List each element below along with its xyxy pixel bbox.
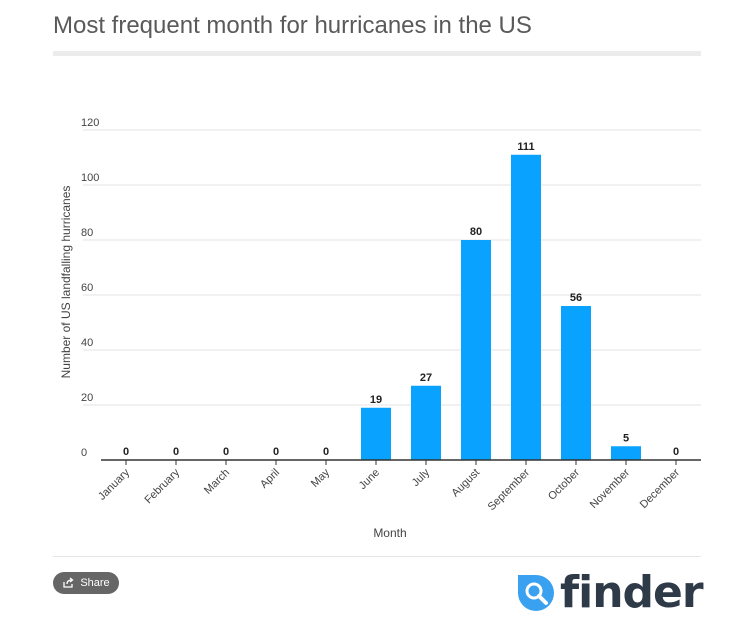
- x-tick-label: July: [410, 466, 433, 489]
- x-tick-label: March: [202, 467, 232, 497]
- share-icon: [63, 577, 74, 588]
- data-label: 5: [623, 432, 629, 444]
- chart-title: Most frequent month for hurricanes in th…: [53, 12, 532, 39]
- x-tick-label: August: [449, 467, 482, 500]
- y-tick-label: 60: [81, 282, 93, 294]
- x-tick-label: April: [258, 467, 282, 491]
- bar-october: [561, 306, 591, 460]
- x-tick-label: December: [638, 466, 683, 511]
- y-tick-label: 0: [81, 447, 87, 459]
- data-labels: 0 0 0 0 0 19 27 80 111 56 5 0: [123, 141, 679, 458]
- y-tick-label: 100: [81, 172, 99, 184]
- search-icon: [518, 575, 554, 611]
- y-axis-label: Number of US landfalling hurricanes: [59, 186, 73, 379]
- x-tick-label: October: [546, 466, 582, 502]
- x-tick-label: November: [588, 466, 633, 511]
- data-label: 0: [223, 446, 229, 458]
- logo-text: finder: [560, 567, 704, 618]
- data-label: 56: [570, 292, 582, 304]
- bar-july: [411, 385, 441, 460]
- y-tick-label: 20: [81, 392, 93, 404]
- share-button[interactable]: Share: [53, 572, 119, 594]
- y-tick-label: 40: [81, 337, 93, 349]
- y-axis-ticks: 0 20 40 60 80 100 120: [81, 117, 99, 459]
- x-tick-label: February: [143, 466, 183, 506]
- x-tick-label: May: [309, 466, 333, 490]
- x-tick-label: January: [96, 466, 133, 503]
- finder-logo[interactable]: finder: [516, 566, 704, 620]
- bar-june: [361, 407, 391, 460]
- footer-divider: [53, 556, 701, 557]
- x-tick-label: September: [486, 466, 533, 513]
- y-tick-label: 120: [81, 117, 99, 129]
- y-tick-label: 80: [81, 227, 93, 239]
- data-label: 0: [273, 446, 279, 458]
- bar-chart: 0 20 40 60 80 100 120 0 0 0 0 0 19 27 80 111 56 5 0 Janua…: [59, 117, 701, 540]
- x-axis-label: Month: [373, 526, 406, 540]
- bar-november: [611, 446, 641, 460]
- data-label: 0: [173, 446, 179, 458]
- gridlines: [83, 129, 701, 406]
- data-label: 111: [517, 141, 534, 153]
- bar-august: [461, 240, 491, 460]
- title-divider: [53, 51, 701, 56]
- data-label: 0: [323, 446, 329, 458]
- data-label: 80: [470, 226, 482, 238]
- x-axis-ticks: January February March April May June July Augu…: [96, 460, 682, 513]
- data-label: 0: [673, 446, 679, 458]
- share-label: Share: [80, 577, 110, 589]
- data-label: 19: [370, 394, 382, 406]
- x-tick-label: June: [357, 467, 382, 492]
- bar-september: [511, 154, 541, 460]
- bars: [361, 154, 641, 460]
- data-label: 0: [123, 446, 129, 458]
- data-label: 27: [420, 372, 432, 384]
